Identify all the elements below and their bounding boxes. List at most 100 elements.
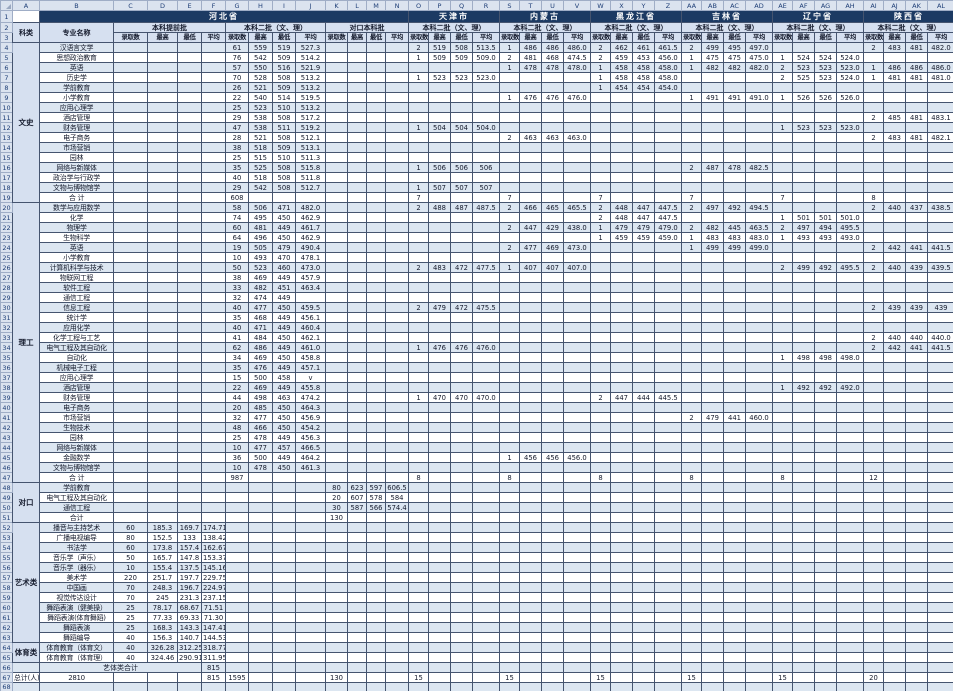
cell-G52[interactable]: [226, 523, 249, 533]
cell-Z41[interactable]: [655, 413, 682, 423]
cell-O42[interactable]: [409, 423, 429, 433]
cell-W10[interactable]: [591, 103, 611, 113]
cell-AK7[interactable]: 481: [906, 73, 928, 83]
cell-AH24[interactable]: [837, 243, 864, 253]
cell-AL30[interactable]: 439: [928, 303, 953, 313]
subheader-33[interactable]: 录取数: [864, 33, 884, 43]
cell-AA16[interactable]: 2: [682, 163, 702, 173]
cell-Y43[interactable]: [633, 433, 655, 443]
cell-L57[interactable]: [348, 573, 367, 583]
cell-V15[interactable]: [564, 153, 591, 163]
cell-AA46[interactable]: [682, 463, 702, 473]
cell-AD20[interactable]: 494.5: [746, 203, 773, 213]
cell-B46[interactable]: 文物与博物馆学: [40, 463, 114, 473]
cell-R55[interactable]: [473, 553, 500, 563]
cell-B15[interactable]: 园林: [40, 153, 114, 163]
cell-E44[interactable]: [178, 443, 202, 453]
cell-Z52[interactable]: [655, 523, 682, 533]
cell-X52[interactable]: [611, 523, 633, 533]
cell-E8[interactable]: [178, 83, 202, 93]
cell-AI66[interactable]: [864, 663, 884, 673]
cell-T20[interactable]: 466: [520, 203, 542, 213]
cell-L29[interactable]: [348, 293, 367, 303]
cell-H31[interactable]: 468: [249, 313, 273, 323]
cell-AD31[interactable]: [746, 313, 773, 323]
subheader-6[interactable]: 最高: [249, 33, 273, 43]
subheader-30[interactable]: 最高: [793, 33, 815, 43]
cell-AK44[interactable]: [906, 443, 928, 453]
cell-AB60[interactable]: [702, 603, 724, 613]
cell-AL62[interactable]: [928, 623, 953, 633]
cell-M11[interactable]: [367, 113, 386, 123]
cell-H34[interactable]: 486: [249, 343, 273, 353]
cell-Q6[interactable]: [451, 63, 473, 73]
cell-AB22[interactable]: 482: [702, 223, 724, 233]
cell-AI56[interactable]: [864, 563, 884, 573]
row-header-61[interactable]: 61: [1, 613, 13, 623]
cell-AC6[interactable]: 482: [724, 63, 746, 73]
cell-AL28[interactable]: [928, 283, 953, 293]
cell-AB5[interactable]: 475: [702, 53, 724, 63]
cell-F48[interactable]: [202, 483, 226, 493]
cell-AA26[interactable]: [682, 263, 702, 273]
cell-E12[interactable]: [178, 123, 202, 133]
cell-AA45[interactable]: [682, 453, 702, 463]
cell-M36[interactable]: [367, 363, 386, 373]
category-cell-文史[interactable]: 文史: [13, 43, 40, 203]
cell-C26[interactable]: [114, 263, 148, 273]
cell-G21[interactable]: 74: [226, 213, 249, 223]
cell-T47[interactable]: [520, 473, 542, 483]
cell-Q66[interactable]: [451, 663, 473, 673]
cell-AG57[interactable]: [815, 573, 837, 583]
cell-T19[interactable]: [520, 193, 542, 203]
cell-Q45[interactable]: [451, 453, 473, 463]
cell-R32[interactable]: [473, 323, 500, 333]
cell-AF9[interactable]: 526: [793, 93, 815, 103]
col-header-P[interactable]: P: [429, 1, 451, 11]
cell-AI29[interactable]: [864, 293, 884, 303]
cell-H22[interactable]: 481: [249, 223, 273, 233]
cell-AB61[interactable]: [702, 613, 724, 623]
cell-T50[interactable]: [520, 503, 542, 513]
row-header-42[interactable]: 42: [1, 423, 13, 433]
cell-M13[interactable]: [367, 133, 386, 143]
cell-P47[interactable]: [429, 473, 451, 483]
cell-AC43[interactable]: [724, 433, 746, 443]
row-header-11[interactable]: 11: [1, 113, 13, 123]
cell-B44[interactable]: 网络与新媒体: [40, 443, 114, 453]
cell-W62[interactable]: [591, 623, 611, 633]
province-header-2[interactable]: 天津市: [409, 11, 500, 23]
cell-V27[interactable]: [564, 273, 591, 283]
cell-H66[interactable]: [249, 663, 273, 673]
cell-H29[interactable]: 474: [249, 293, 273, 303]
col-header-T[interactable]: T: [520, 1, 542, 11]
cell-AI41[interactable]: [864, 413, 884, 423]
cell-B50[interactable]: 通信工程: [40, 503, 114, 513]
cell-AG27[interactable]: [815, 273, 837, 283]
province-header-7[interactable]: 陕西省: [864, 11, 953, 23]
cell-X51[interactable]: [611, 513, 633, 523]
cell-L30[interactable]: [348, 303, 367, 313]
cell-AA18[interactable]: [682, 183, 702, 193]
cell-J20[interactable]: 482.0: [296, 203, 326, 213]
cell-T52[interactable]: [520, 523, 542, 533]
cell-H16[interactable]: 525: [249, 163, 273, 173]
col-header-X[interactable]: X: [611, 1, 633, 11]
cell-AG16[interactable]: [815, 163, 837, 173]
cell-R25[interactable]: [473, 253, 500, 263]
cell-J42[interactable]: 454.2: [296, 423, 326, 433]
cell-P12[interactable]: 504: [429, 123, 451, 133]
cell-N15[interactable]: [386, 153, 409, 163]
cell-H52[interactable]: [249, 523, 273, 533]
cell-AC65[interactable]: [724, 653, 746, 663]
cell-R64[interactable]: [473, 643, 500, 653]
cell-Y25[interactable]: [633, 253, 655, 263]
cell-AD54[interactable]: [746, 543, 773, 553]
cell-AH54[interactable]: [837, 543, 864, 553]
cell-U21[interactable]: [542, 213, 564, 223]
cell-AB56[interactable]: [702, 563, 724, 573]
cell-J27[interactable]: 457.9: [296, 273, 326, 283]
cell-M24[interactable]: [367, 243, 386, 253]
cell-G19[interactable]: 608: [226, 193, 249, 203]
cell-F25[interactable]: [202, 253, 226, 263]
